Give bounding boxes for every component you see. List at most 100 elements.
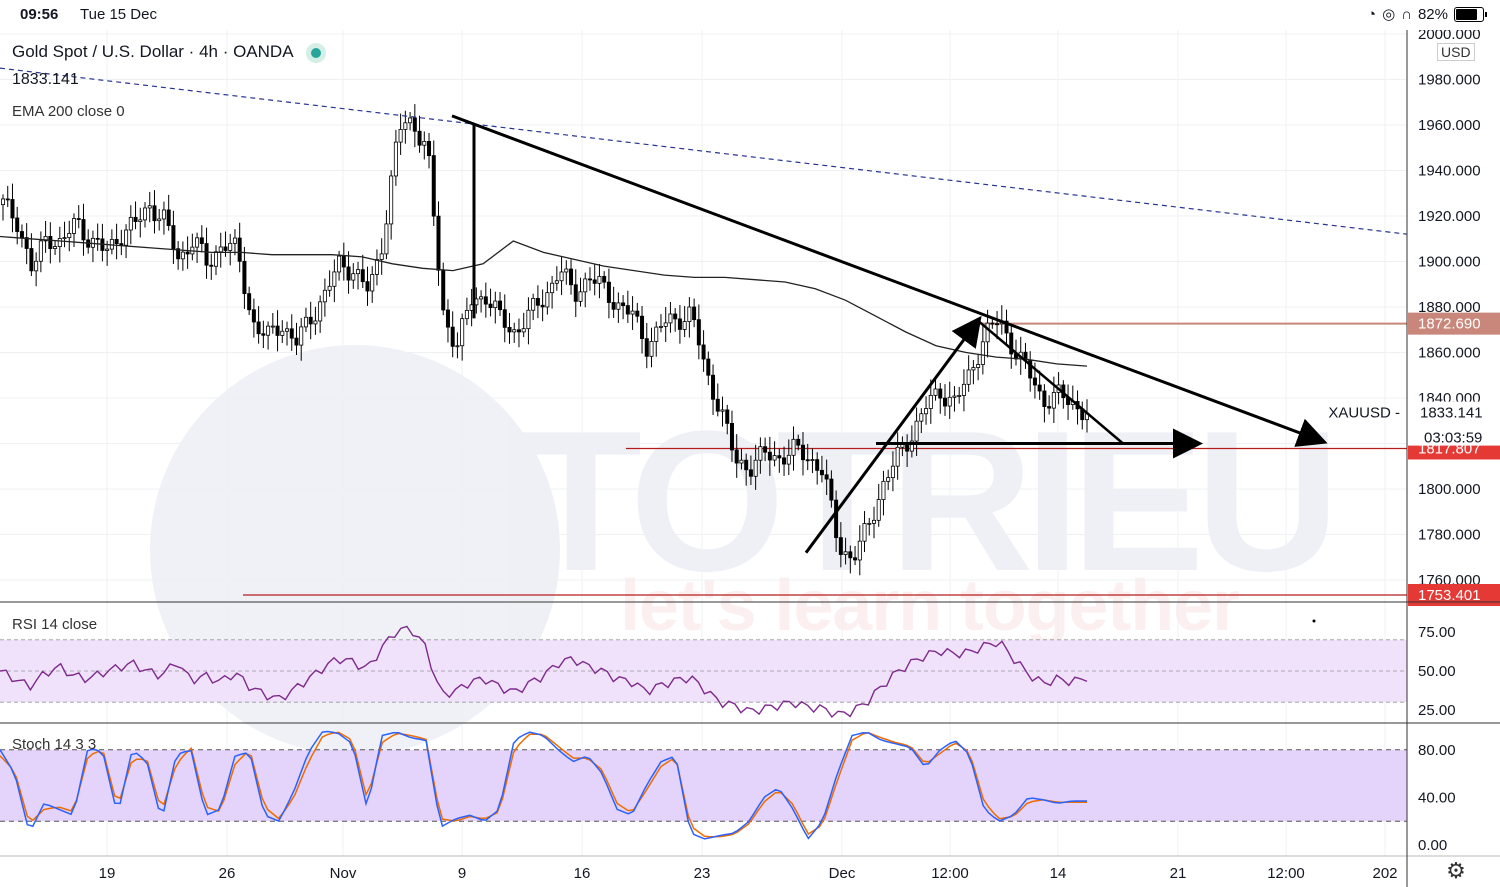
candle-body	[464, 309, 469, 320]
candle-body	[640, 315, 645, 340]
rsi-pane: 25.00 50.00 75.00	[0, 624, 1456, 719]
candle-body	[616, 302, 621, 310]
dotted-trendline	[0, 67, 1408, 235]
time-tick-label: 26	[219, 865, 236, 882]
rsi-legend[interactable]: RSI 14 close	[12, 616, 98, 633]
status-date: Tue 15 Dec	[80, 6, 157, 23]
candle-body	[942, 397, 947, 407]
candle-body	[720, 409, 725, 412]
rsi-tick-label: 75.00	[1418, 624, 1456, 641]
candle-body	[602, 276, 607, 283]
candle-body	[460, 318, 465, 347]
candle-body	[43, 236, 48, 242]
candle-body	[621, 302, 626, 307]
ema-legend[interactable]: EMA 200 close 0	[12, 103, 125, 120]
candle-body	[512, 329, 517, 333]
candle-body	[905, 444, 910, 452]
candle-body	[507, 326, 512, 333]
candle-body	[587, 278, 592, 281]
price-tick-label: 1800.000	[1418, 481, 1481, 498]
battery-percent: 82%	[1417, 5, 1448, 23]
candle-body	[483, 296, 488, 305]
candle-body	[157, 218, 162, 222]
candle-body	[744, 459, 749, 471]
candle-body	[630, 310, 635, 315]
time-tick-label: 19	[99, 865, 116, 882]
price-tick-label: 2000.000	[1418, 30, 1481, 43]
price-axis[interactable]: 1760.0001780.0001800.0001820.0001840.000…	[1418, 30, 1481, 589]
rsi-tick-label: 25.00	[1418, 702, 1456, 719]
candle-body	[327, 285, 332, 291]
price-tag-bg	[1408, 584, 1500, 607]
symbol-title-text: Gold Spot / U.S. Dollar · 4h · OANDA	[12, 42, 294, 61]
stoch-legend[interactable]: Stoch 14 3 3	[12, 736, 97, 753]
candle-body	[218, 246, 223, 253]
time-tick-label: Nov	[330, 865, 357, 882]
candle-body	[583, 278, 588, 293]
price-chart[interactable]: TOTRIEU let's learn together 25.00 50.00 7…	[0, 30, 1500, 887]
candle-body	[152, 205, 157, 222]
candle-body	[408, 117, 413, 124]
candle-body	[1009, 332, 1014, 355]
time-axis[interactable]: 19 26 Nov 9 16 23 Dec 12:00 14 21 12:00 202	[99, 865, 1398, 882]
candle-body	[692, 306, 697, 321]
candle-body	[815, 459, 820, 471]
stoch-k-line	[0, 730, 1087, 840]
candle-body	[531, 297, 536, 311]
candle-body	[422, 141, 427, 146]
horizontal-levels	[243, 322, 1407, 596]
candle-body	[928, 394, 933, 409]
battery-icon	[1454, 6, 1487, 22]
candle-body	[303, 316, 308, 328]
status-bar: 09:56 Tue 15 Dec ◔ ◎ ∩ 82%	[0, 0, 1500, 30]
candle-body	[696, 319, 701, 346]
price-tick-label: 1880.000	[1418, 299, 1481, 316]
candle-body	[592, 279, 597, 284]
candle-body	[871, 519, 876, 524]
candle-body	[990, 322, 995, 325]
candle-body	[810, 459, 815, 461]
stoch-tick-label: 0.00	[1418, 837, 1447, 854]
time-tick-label: 16	[574, 865, 591, 882]
candle-body	[393, 141, 398, 177]
candle-body	[550, 282, 555, 294]
candle-body	[436, 215, 441, 271]
candle-body	[81, 219, 86, 241]
candle-body	[384, 223, 389, 255]
current-price-label: 1833.141	[1420, 405, 1483, 422]
candle-body	[171, 225, 176, 250]
rsi-line	[0, 625, 1088, 719]
candle-body	[379, 253, 384, 260]
status-time: 09:56	[20, 6, 59, 23]
price-tag-label: 1872.690	[1418, 316, 1481, 333]
candle-body	[166, 209, 171, 226]
candle-body	[559, 271, 564, 282]
trend-drawings[interactable]	[0, 67, 1408, 623]
candle-body	[223, 246, 228, 251]
candle-body	[777, 455, 782, 459]
symbol-title[interactable]: Gold Spot / U.S. Dollar · 4h · OANDA	[12, 42, 326, 63]
price-tag-label: 1753.401	[1418, 587, 1481, 604]
candle-body	[95, 237, 100, 240]
candle-body	[957, 395, 962, 397]
candle-body	[232, 237, 237, 244]
candle-body	[782, 457, 787, 465]
candle-body	[275, 325, 280, 336]
watermark-tagline: let's learn together	[620, 566, 1240, 646]
candle-body	[337, 255, 342, 273]
stoch-band	[0, 749, 1407, 822]
candle-body	[890, 465, 895, 479]
candle-body	[834, 499, 839, 539]
candle-body	[886, 477, 891, 482]
candle-body	[966, 369, 971, 385]
candle-body	[48, 236, 53, 249]
candles	[0, 104, 1090, 576]
currency-label[interactable]: USD	[1437, 43, 1475, 61]
candle-body	[881, 480, 886, 500]
candle-body	[535, 297, 540, 306]
candle-body	[772, 455, 777, 461]
candle-body	[403, 122, 408, 130]
gear-icon[interactable]: ⚙	[1446, 858, 1466, 883]
candle-body	[805, 459, 810, 462]
candle-body	[933, 388, 938, 396]
